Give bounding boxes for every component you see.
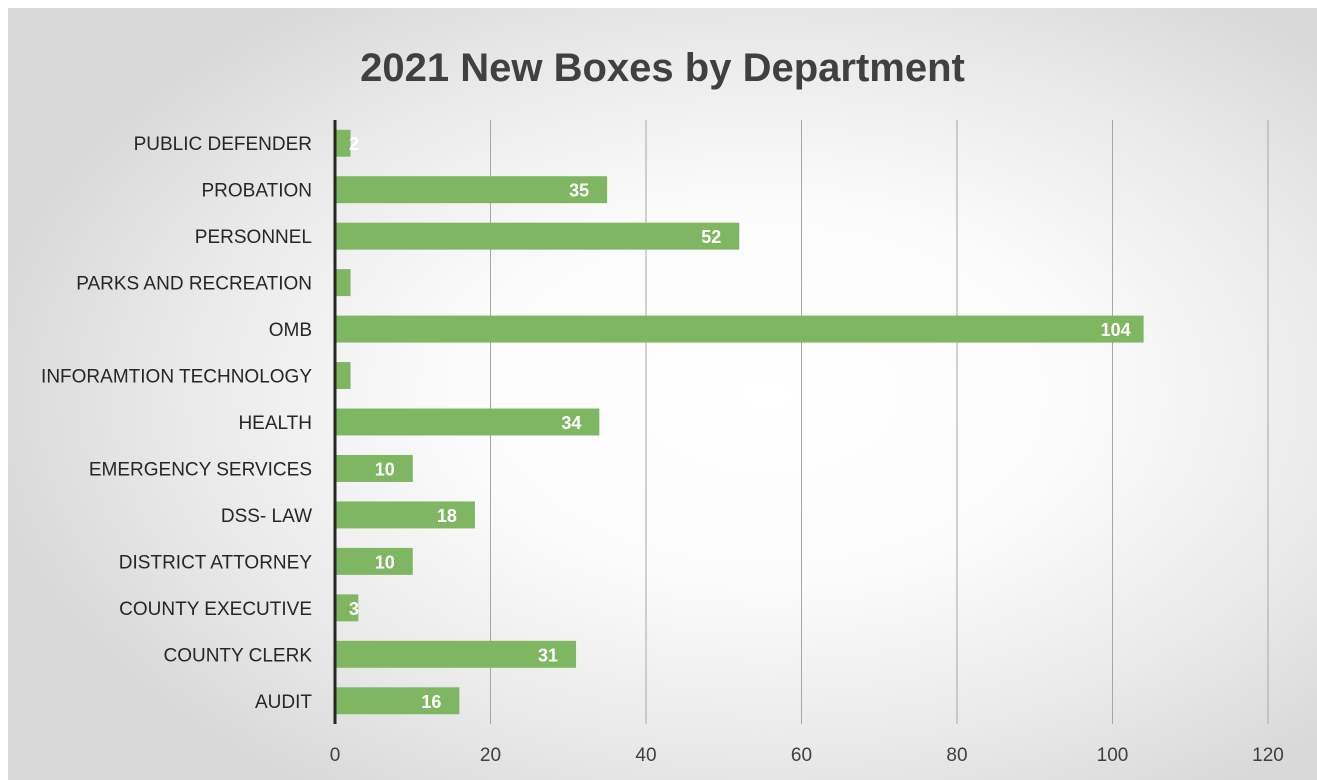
bar-parks-and-recreation xyxy=(335,269,351,297)
category-label: PUBLIC DEFENDER xyxy=(134,134,312,155)
data-label: 104 xyxy=(1101,320,1131,340)
chart-title: 2021 New Boxes by Department xyxy=(360,46,965,90)
x-tick-label: 80 xyxy=(946,745,967,766)
category-label: INFORAMTION TECHNOLOGY xyxy=(41,367,312,388)
category-label: OMB xyxy=(269,320,312,341)
data-label: 18 xyxy=(437,506,457,526)
data-label: 3 xyxy=(349,599,359,619)
bar-audit xyxy=(335,687,460,715)
bar-district-attorney xyxy=(335,547,413,575)
x-tick-label: 100 xyxy=(1097,745,1129,766)
x-tick-label: 20 xyxy=(480,745,501,766)
data-label: 52 xyxy=(701,227,721,247)
x-tick-label: 0 xyxy=(330,745,341,766)
bar-chart-plot: 0 20 40 60 80 100 120 PUBLIC DEFENDER 2 PROBATION… xyxy=(41,120,1284,766)
bar-probation xyxy=(335,176,608,204)
data-label: 35 xyxy=(569,181,589,201)
data-label: 10 xyxy=(375,459,395,479)
x-tick-label: 120 xyxy=(1252,745,1284,766)
category-label: HEALTH xyxy=(238,413,312,434)
bar-personnel xyxy=(335,222,740,250)
category-label: EMERGENCY SERVICES xyxy=(89,459,312,480)
bar-county-clerk xyxy=(335,640,577,668)
data-label: 2 xyxy=(349,134,359,154)
category-label: PARKS AND RECREATION xyxy=(76,274,312,295)
bar-omb xyxy=(335,315,1144,343)
data-label: 31 xyxy=(538,645,558,665)
category-label: COUNTY CLERK xyxy=(163,645,312,666)
bar-emergency-services xyxy=(335,454,413,482)
x-tick-label: 60 xyxy=(791,745,812,766)
data-label: 16 xyxy=(421,692,441,712)
bar-dss-law xyxy=(335,501,475,529)
category-label: PROBATION xyxy=(202,181,313,202)
category-label: DISTRICT ATTORNEY xyxy=(119,552,313,573)
bar-health xyxy=(335,408,600,436)
data-label: 10 xyxy=(375,552,395,572)
data-label: 34 xyxy=(561,413,581,433)
category-label: DSS- LAW xyxy=(221,506,312,527)
category-label: AUDIT xyxy=(255,692,312,713)
x-tick-label: 40 xyxy=(635,745,656,766)
bar-county-executive xyxy=(335,594,359,622)
category-label: COUNTY EXECUTIVE xyxy=(119,599,312,620)
category-label: PERSONNEL xyxy=(195,227,312,248)
bar-public-defender xyxy=(335,129,351,157)
bar-inforamtion-technology xyxy=(335,362,351,390)
chart-area: 2021 New Boxes by Department 0 20 40 60 80 10… xyxy=(8,8,1317,780)
